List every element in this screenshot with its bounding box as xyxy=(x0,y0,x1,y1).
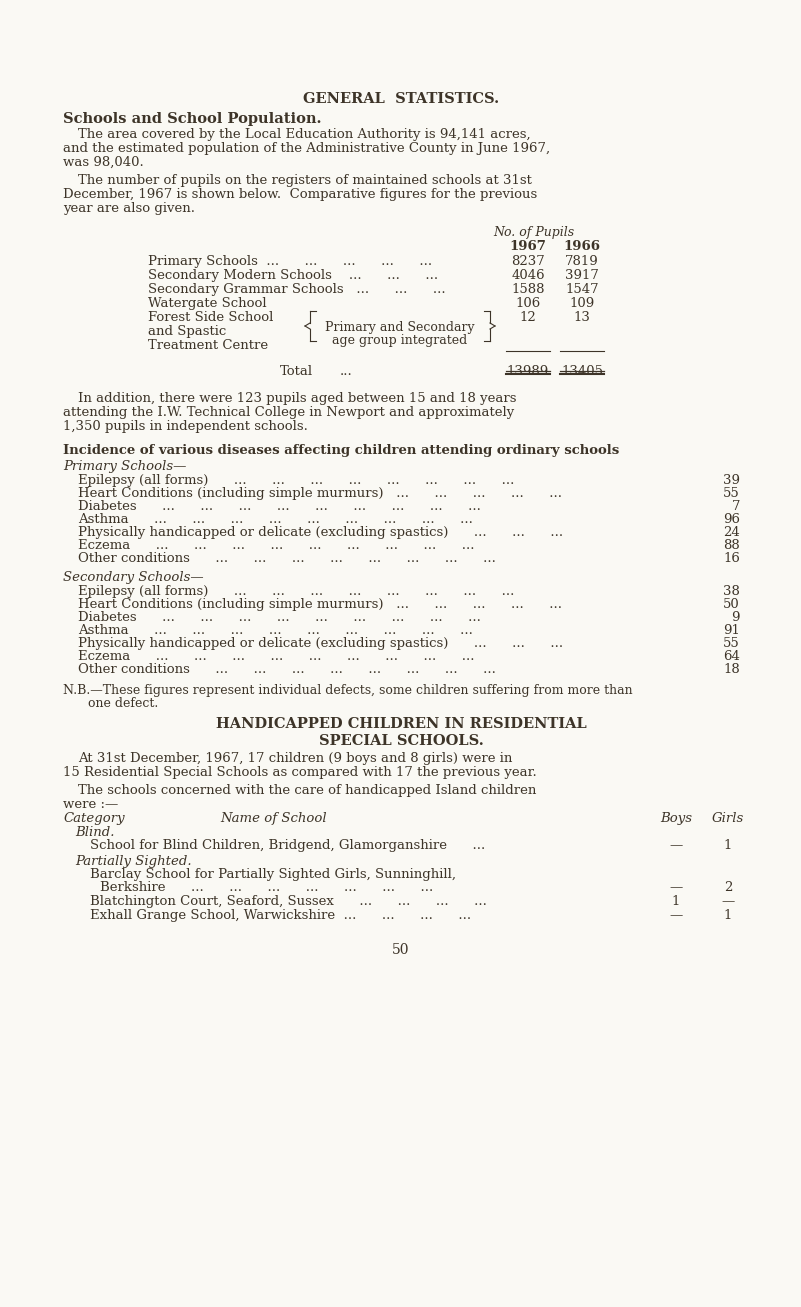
Text: 16: 16 xyxy=(723,552,740,565)
Text: In addition, there were 123 pupils aged between 15 and 18 years: In addition, there were 123 pupils aged … xyxy=(78,392,517,405)
Text: Diabetes      ...      ...      ...      ...      ...      ...      ...      ...: Diabetes ... ... ... ... ... ... ... ... xyxy=(78,501,481,514)
Text: GENERAL  STATISTICS.: GENERAL STATISTICS. xyxy=(303,91,499,106)
Text: —: — xyxy=(670,881,682,894)
Text: Physically handicapped or delicate (excluding spastics)      ...      ...      .: Physically handicapped or delicate (excl… xyxy=(78,637,563,650)
Text: Barclay School for Partially Sighted Girls, Sunninghill,: Barclay School for Partially Sighted Gir… xyxy=(90,868,456,881)
Text: At 31st December, 1967, 17 children (9 boys and 8 girls) were in: At 31st December, 1967, 17 children (9 b… xyxy=(78,752,513,765)
Text: 18: 18 xyxy=(723,663,740,676)
Text: was 98,040.: was 98,040. xyxy=(63,156,143,169)
Text: 1: 1 xyxy=(724,908,732,921)
Text: Other conditions      ...      ...      ...      ...      ...      ...      ... : Other conditions ... ... ... ... ... ...… xyxy=(78,663,496,676)
Text: The number of pupils on the registers of maintained schools at 31st: The number of pupils on the registers of… xyxy=(78,174,532,187)
Text: Secondary Modern Schools    ...      ...      ...: Secondary Modern Schools ... ... ... xyxy=(148,269,438,282)
Text: Incidence of various diseases affecting children attending ordinary schools: Incidence of various diseases affecting … xyxy=(63,444,619,457)
Text: were :—: were :— xyxy=(63,799,119,812)
Text: Blatchington Court, Seaford, Sussex      ...      ...      ...      ...: Blatchington Court, Seaford, Sussex ... … xyxy=(90,895,487,908)
Text: 39: 39 xyxy=(723,474,740,488)
Text: 55: 55 xyxy=(723,488,740,501)
Text: 1,350 pupils in independent schools.: 1,350 pupils in independent schools. xyxy=(63,420,308,433)
Text: attending the I.W. Technical College in Newport and approximately: attending the I.W. Technical College in … xyxy=(63,406,514,420)
Text: 1966: 1966 xyxy=(563,240,601,254)
Text: 91: 91 xyxy=(723,623,740,637)
Text: year are also given.: year are also given. xyxy=(63,203,195,214)
Text: 1588: 1588 xyxy=(511,284,545,295)
Text: 8237: 8237 xyxy=(511,255,545,268)
Text: 24: 24 xyxy=(723,525,740,538)
Text: Total: Total xyxy=(280,365,313,378)
Text: Eczema      ...      ...      ...      ...      ...      ...      ...      ...  : Eczema ... ... ... ... ... ... ... ... xyxy=(78,538,474,552)
Text: and Spastic: and Spastic xyxy=(148,325,226,339)
Text: HANDICAPPED CHILDREN IN RESIDENTIAL: HANDICAPPED CHILDREN IN RESIDENTIAL xyxy=(215,718,586,731)
Text: —: — xyxy=(670,908,682,921)
Text: Blind.: Blind. xyxy=(75,826,115,839)
Text: N.B.—These figures represent individual defects, some children suffering from mo: N.B.—These figures represent individual … xyxy=(63,684,633,697)
Text: 109: 109 xyxy=(570,297,594,310)
Text: Diabetes      ...      ...      ...      ...      ...      ...      ...      ...: Diabetes ... ... ... ... ... ... ... ... xyxy=(78,610,481,623)
Text: Other conditions      ...      ...      ...      ...      ...      ...      ... : Other conditions ... ... ... ... ... ...… xyxy=(78,552,496,565)
Text: No. of Pupils: No. of Pupils xyxy=(493,226,574,239)
Text: Secondary Schools—: Secondary Schools— xyxy=(63,571,203,584)
Text: Heart Conditions (including simple murmurs)   ...      ...      ...      ...    : Heart Conditions (including simple murmu… xyxy=(78,599,562,610)
Text: Epilepsy (all forms)      ...      ...      ...      ...      ...      ...      : Epilepsy (all forms) ... ... ... ... ...… xyxy=(78,586,514,599)
Text: 4046: 4046 xyxy=(511,269,545,282)
Text: School for Blind Children, Bridgend, Glamorganshire      ...: School for Blind Children, Bridgend, Gla… xyxy=(90,839,485,852)
Text: Physically handicapped or delicate (excluding spastics)      ...      ...      .: Physically handicapped or delicate (excl… xyxy=(78,525,563,538)
Text: 50: 50 xyxy=(723,599,740,610)
Text: Primary Schools  ...      ...      ...      ...      ...: Primary Schools ... ... ... ... ... xyxy=(148,255,432,268)
Text: The schools concerned with the care of handicapped Island children: The schools concerned with the care of h… xyxy=(78,784,537,797)
Text: 55: 55 xyxy=(723,637,740,650)
Text: 96: 96 xyxy=(723,514,740,525)
Text: and the estimated population of the Administrative County in June 1967,: and the estimated population of the Admi… xyxy=(63,142,550,156)
Text: 12: 12 xyxy=(520,311,537,324)
Text: 88: 88 xyxy=(723,538,740,552)
Text: December, 1967 is shown below.  Comparative figures for the previous: December, 1967 is shown below. Comparati… xyxy=(63,188,537,201)
Text: 13: 13 xyxy=(574,311,590,324)
Text: Heart Conditions (including simple murmurs)   ...      ...      ...      ...    : Heart Conditions (including simple murmu… xyxy=(78,488,562,501)
Text: 106: 106 xyxy=(515,297,541,310)
Text: SPECIAL SCHOOLS.: SPECIAL SCHOOLS. xyxy=(319,735,483,748)
Text: Boys: Boys xyxy=(660,812,692,825)
Text: 13989: 13989 xyxy=(507,365,549,378)
Text: 1: 1 xyxy=(672,895,680,908)
Text: 2: 2 xyxy=(724,881,732,894)
Text: Primary and Secondary: Primary and Secondary xyxy=(325,322,475,335)
Text: —: — xyxy=(670,839,682,852)
Text: 7: 7 xyxy=(731,501,740,514)
Text: 7819: 7819 xyxy=(566,255,599,268)
Text: Watergate School: Watergate School xyxy=(148,297,267,310)
Text: 64: 64 xyxy=(723,650,740,663)
Text: 3917: 3917 xyxy=(565,269,599,282)
Text: Eczema      ...      ...      ...      ...      ...      ...      ...      ...  : Eczema ... ... ... ... ... ... ... ... xyxy=(78,650,474,663)
Text: 50: 50 xyxy=(392,942,410,957)
Text: 38: 38 xyxy=(723,586,740,599)
Text: 1547: 1547 xyxy=(566,284,599,295)
Text: age group integrated: age group integrated xyxy=(332,335,468,346)
Text: Primary Schools—: Primary Schools— xyxy=(63,460,187,473)
Text: Exhall Grange School, Warwickshire  ...      ...      ...      ...: Exhall Grange School, Warwickshire ... .… xyxy=(90,908,471,921)
Text: Partially Sighted.: Partially Sighted. xyxy=(75,855,191,868)
Text: Asthma      ...      ...      ...      ...      ...      ...      ...      ...  : Asthma ... ... ... ... ... ... ... ... xyxy=(78,514,473,525)
Text: —: — xyxy=(722,895,735,908)
Text: Asthma      ...      ...      ...      ...      ...      ...      ...      ...  : Asthma ... ... ... ... ... ... ... ... xyxy=(78,623,473,637)
Text: Name of School: Name of School xyxy=(220,812,327,825)
Text: Epilepsy (all forms)      ...      ...      ...      ...      ...      ...      : Epilepsy (all forms) ... ... ... ... ...… xyxy=(78,474,514,488)
Text: Category: Category xyxy=(63,812,125,825)
Text: Schools and School Population.: Schools and School Population. xyxy=(63,112,321,125)
Text: Forest Side School: Forest Side School xyxy=(148,311,273,324)
Text: Secondary Grammar Schools   ...      ...      ...: Secondary Grammar Schools ... ... ... xyxy=(148,284,445,295)
Text: 1: 1 xyxy=(724,839,732,852)
Text: Berkshire      ...      ...      ...      ...      ...      ...      ...: Berkshire ... ... ... ... ... ... ... xyxy=(100,881,433,894)
Text: 13405: 13405 xyxy=(561,365,603,378)
Text: ...: ... xyxy=(340,365,352,378)
Text: Girls: Girls xyxy=(712,812,744,825)
Text: 9: 9 xyxy=(731,610,740,623)
Text: The area covered by the Local Education Authority is 94,141 acres,: The area covered by the Local Education … xyxy=(78,128,530,141)
Text: one defect.: one defect. xyxy=(88,697,159,710)
Text: Treatment Centre: Treatment Centre xyxy=(148,339,268,352)
Text: 1967: 1967 xyxy=(509,240,546,254)
Text: 15 Residential Special Schools as compared with 17 the previous year.: 15 Residential Special Schools as compar… xyxy=(63,766,537,779)
